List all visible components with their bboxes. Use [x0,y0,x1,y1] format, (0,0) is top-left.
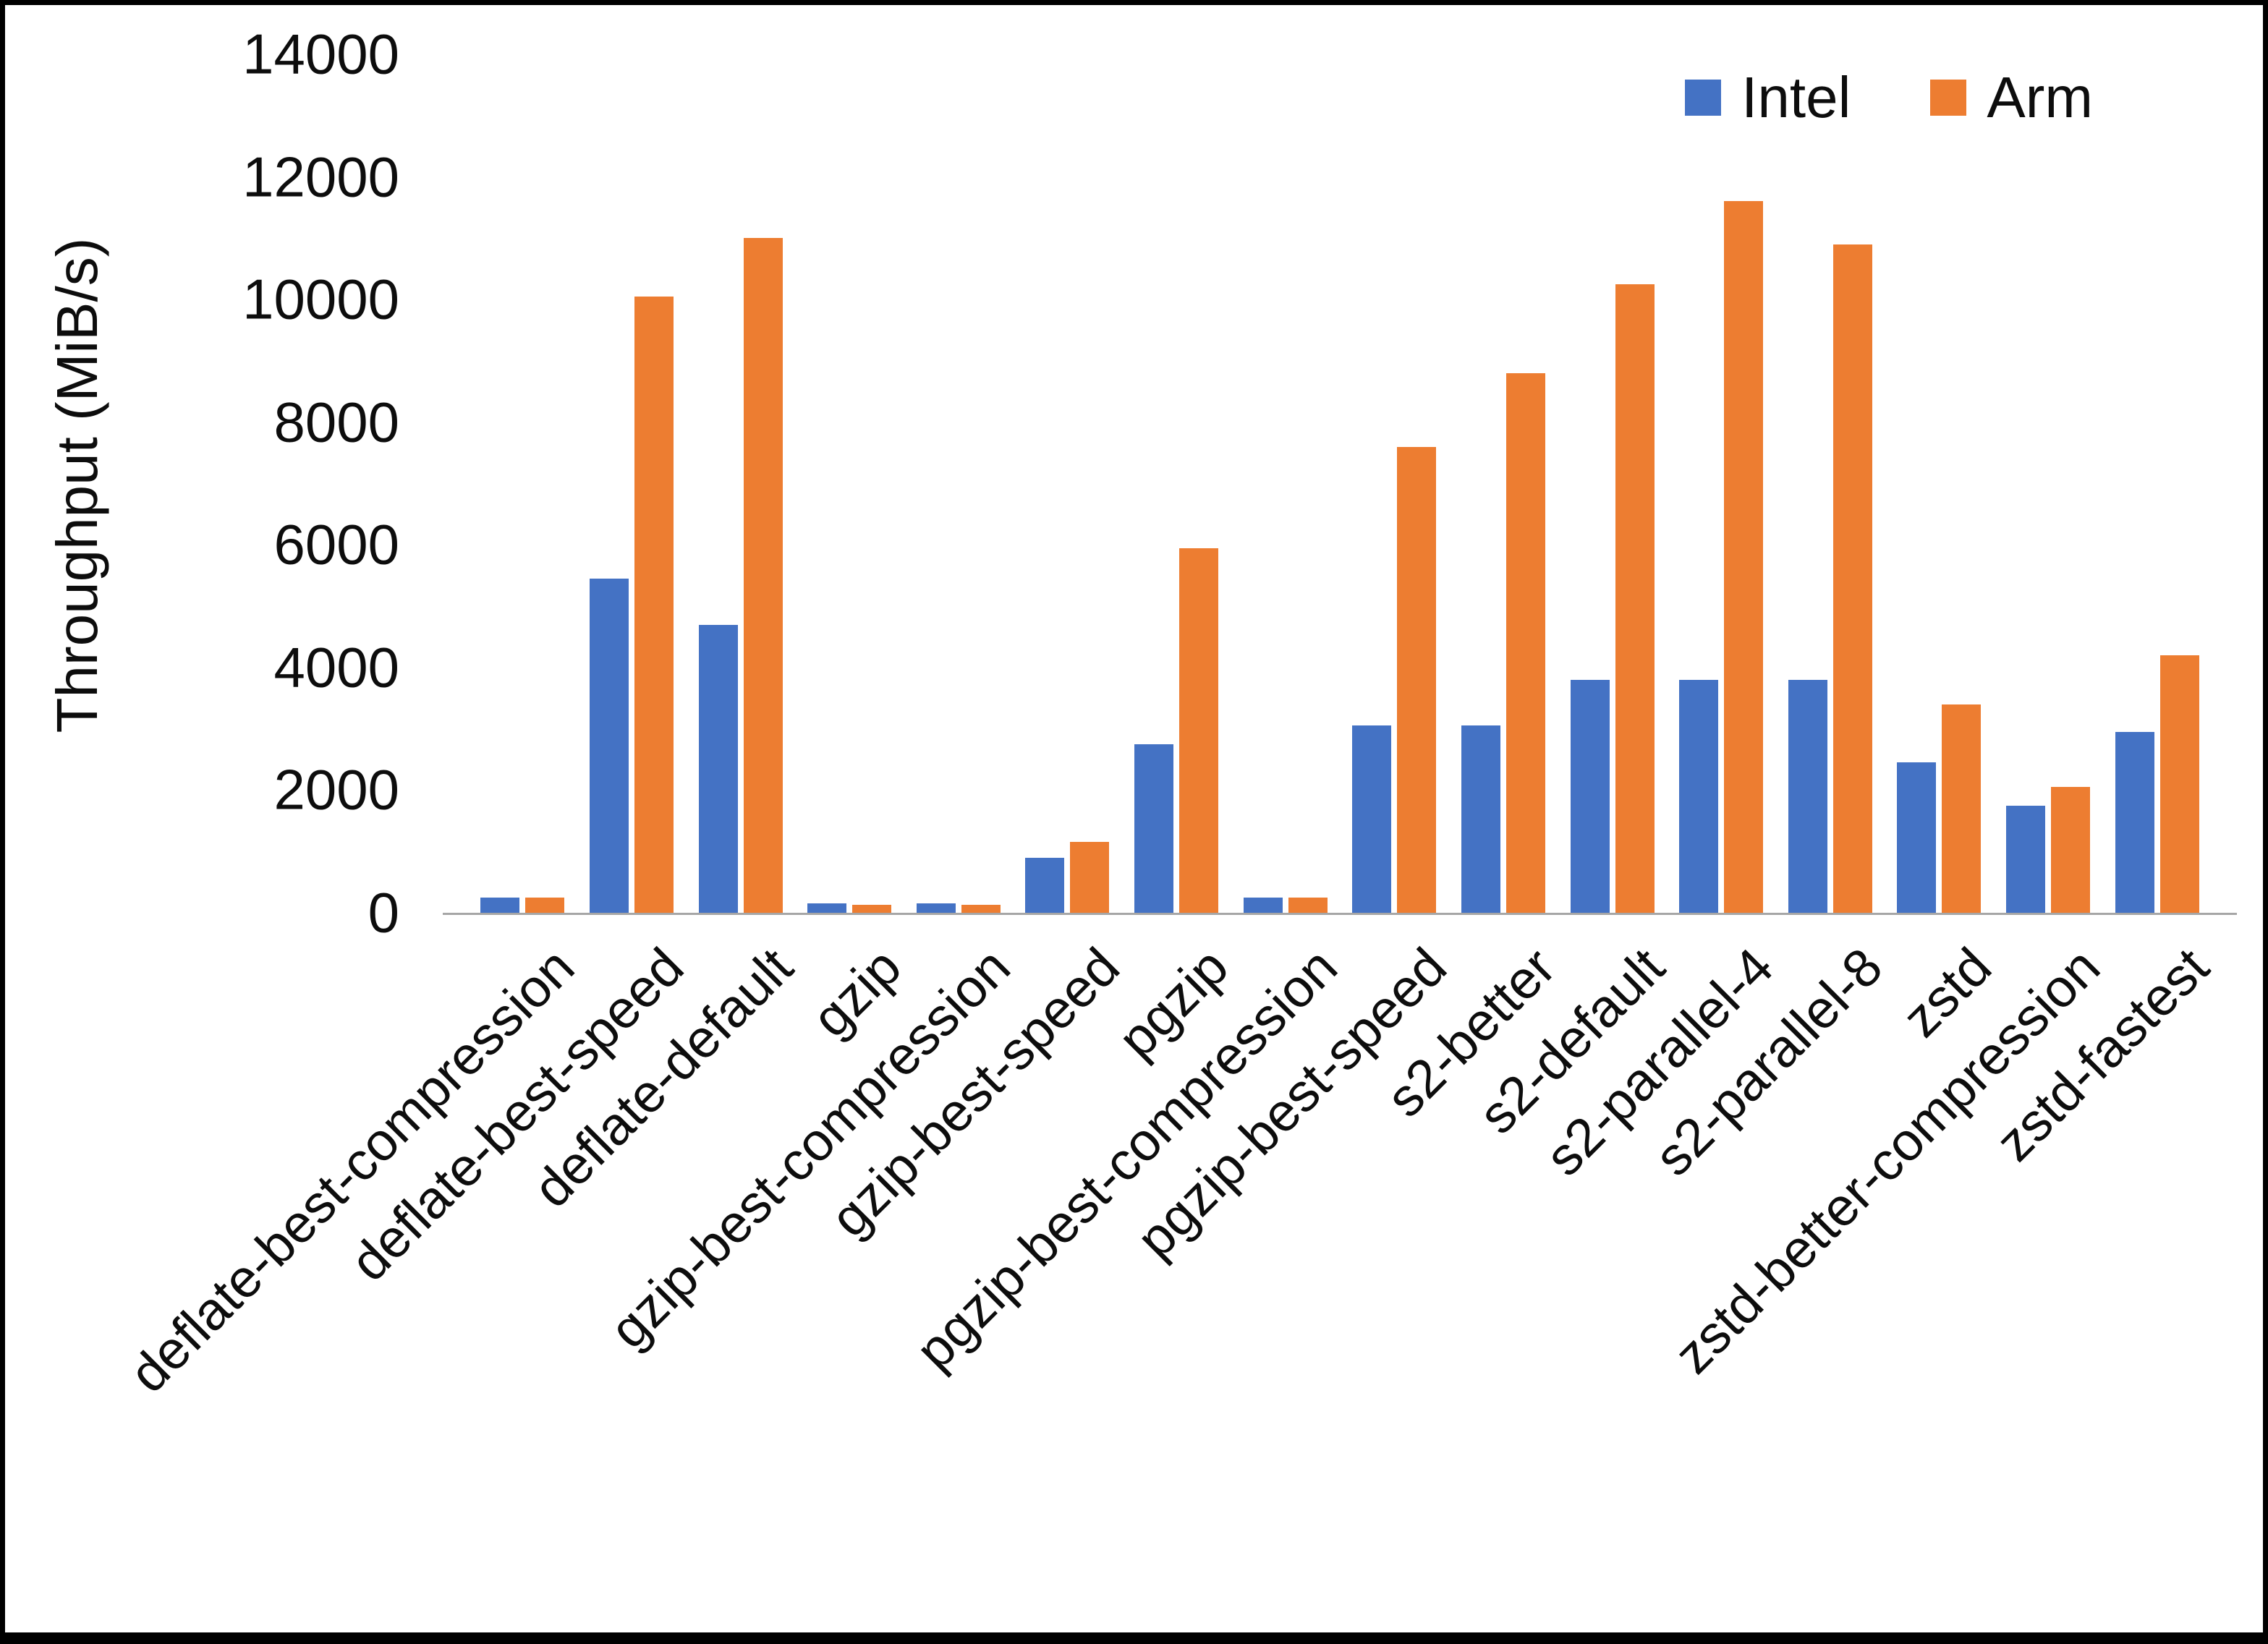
bar-arm-gzip-best-compression [961,904,1001,913]
bar-arm-zstd-better-compression [2051,787,2091,913]
bar-arm-gzip-best-speed [1070,842,1110,913]
bar-arm-zstd-fastest [2159,655,2199,913]
bar-intel-deflate-best-speed [589,578,629,913]
bar-arm-pgzip [1179,548,1219,913]
y-tick-label: 8000 [273,390,399,454]
bar-intel-gzip [807,903,847,913]
y-tick-label: 14000 [242,22,399,86]
bar-intel-gzip-best-speed [1025,857,1065,913]
bar-arm-s2-default [1615,284,1655,913]
y-tick-label: 0 [368,880,399,945]
bar-intel-pgzip [1134,744,1174,913]
bar-arm-s2-better [1505,372,1545,913]
bar-arm-deflate-default [743,238,783,913]
x-axis-label: deflate-best-compression [118,936,586,1404]
bar-intel-pgzip-best-speed [1352,725,1392,913]
bar-arm-pgzip-best-speed [1397,446,1437,913]
bar-intel-s2-default [1570,679,1610,913]
bar-arm-pgzip-best-compression [1288,897,1328,913]
bar-intel-zstd-better-compression [2006,805,2046,913]
y-axis-title: Throughput (MiB/s) [45,237,109,733]
y-tick-label: 6000 [273,512,399,576]
bar-arm-s2-parallel-4 [1724,201,1764,913]
bar-arm-zstd [1942,704,1982,913]
bar-intel-deflate-default [698,624,738,913]
bar-intel-zstd [1897,762,1937,913]
legend-swatch-arm [1930,80,1967,116]
x-axis-line [443,913,2237,915]
bar-intel-pgzip-best-compression [1243,897,1283,913]
bar-intel-s2-parallel-8 [1788,679,1827,913]
bar-arm-deflate-best-compression [525,897,565,913]
bar-arm-s2-parallel-8 [1832,244,1872,913]
y-tick-label: 10000 [242,267,399,331]
legend-item-intel: Intel [1685,64,1851,131]
bar-intel-zstd-fastest [2115,731,2154,913]
bar-intel-s2-better [1461,725,1500,913]
legend-item-arm: Arm [1930,64,2093,131]
bar-intel-deflate-best-compression [480,897,520,913]
legend-swatch-intel [1685,80,1722,116]
y-tick-label: 2000 [273,757,399,822]
bar-intel-gzip-best-compression [916,903,956,913]
bar-arm-gzip [852,904,892,913]
y-tick-label: 12000 [242,145,399,209]
bar-arm-deflate-best-speed [634,296,674,913]
bar-intel-s2-parallel-4 [1679,679,1719,913]
legend-label: Intel [1741,65,1851,129]
legend-label: Arm [1987,65,2093,129]
legend: Intel Arm [1685,64,2093,131]
y-tick-label: 4000 [273,635,399,699]
